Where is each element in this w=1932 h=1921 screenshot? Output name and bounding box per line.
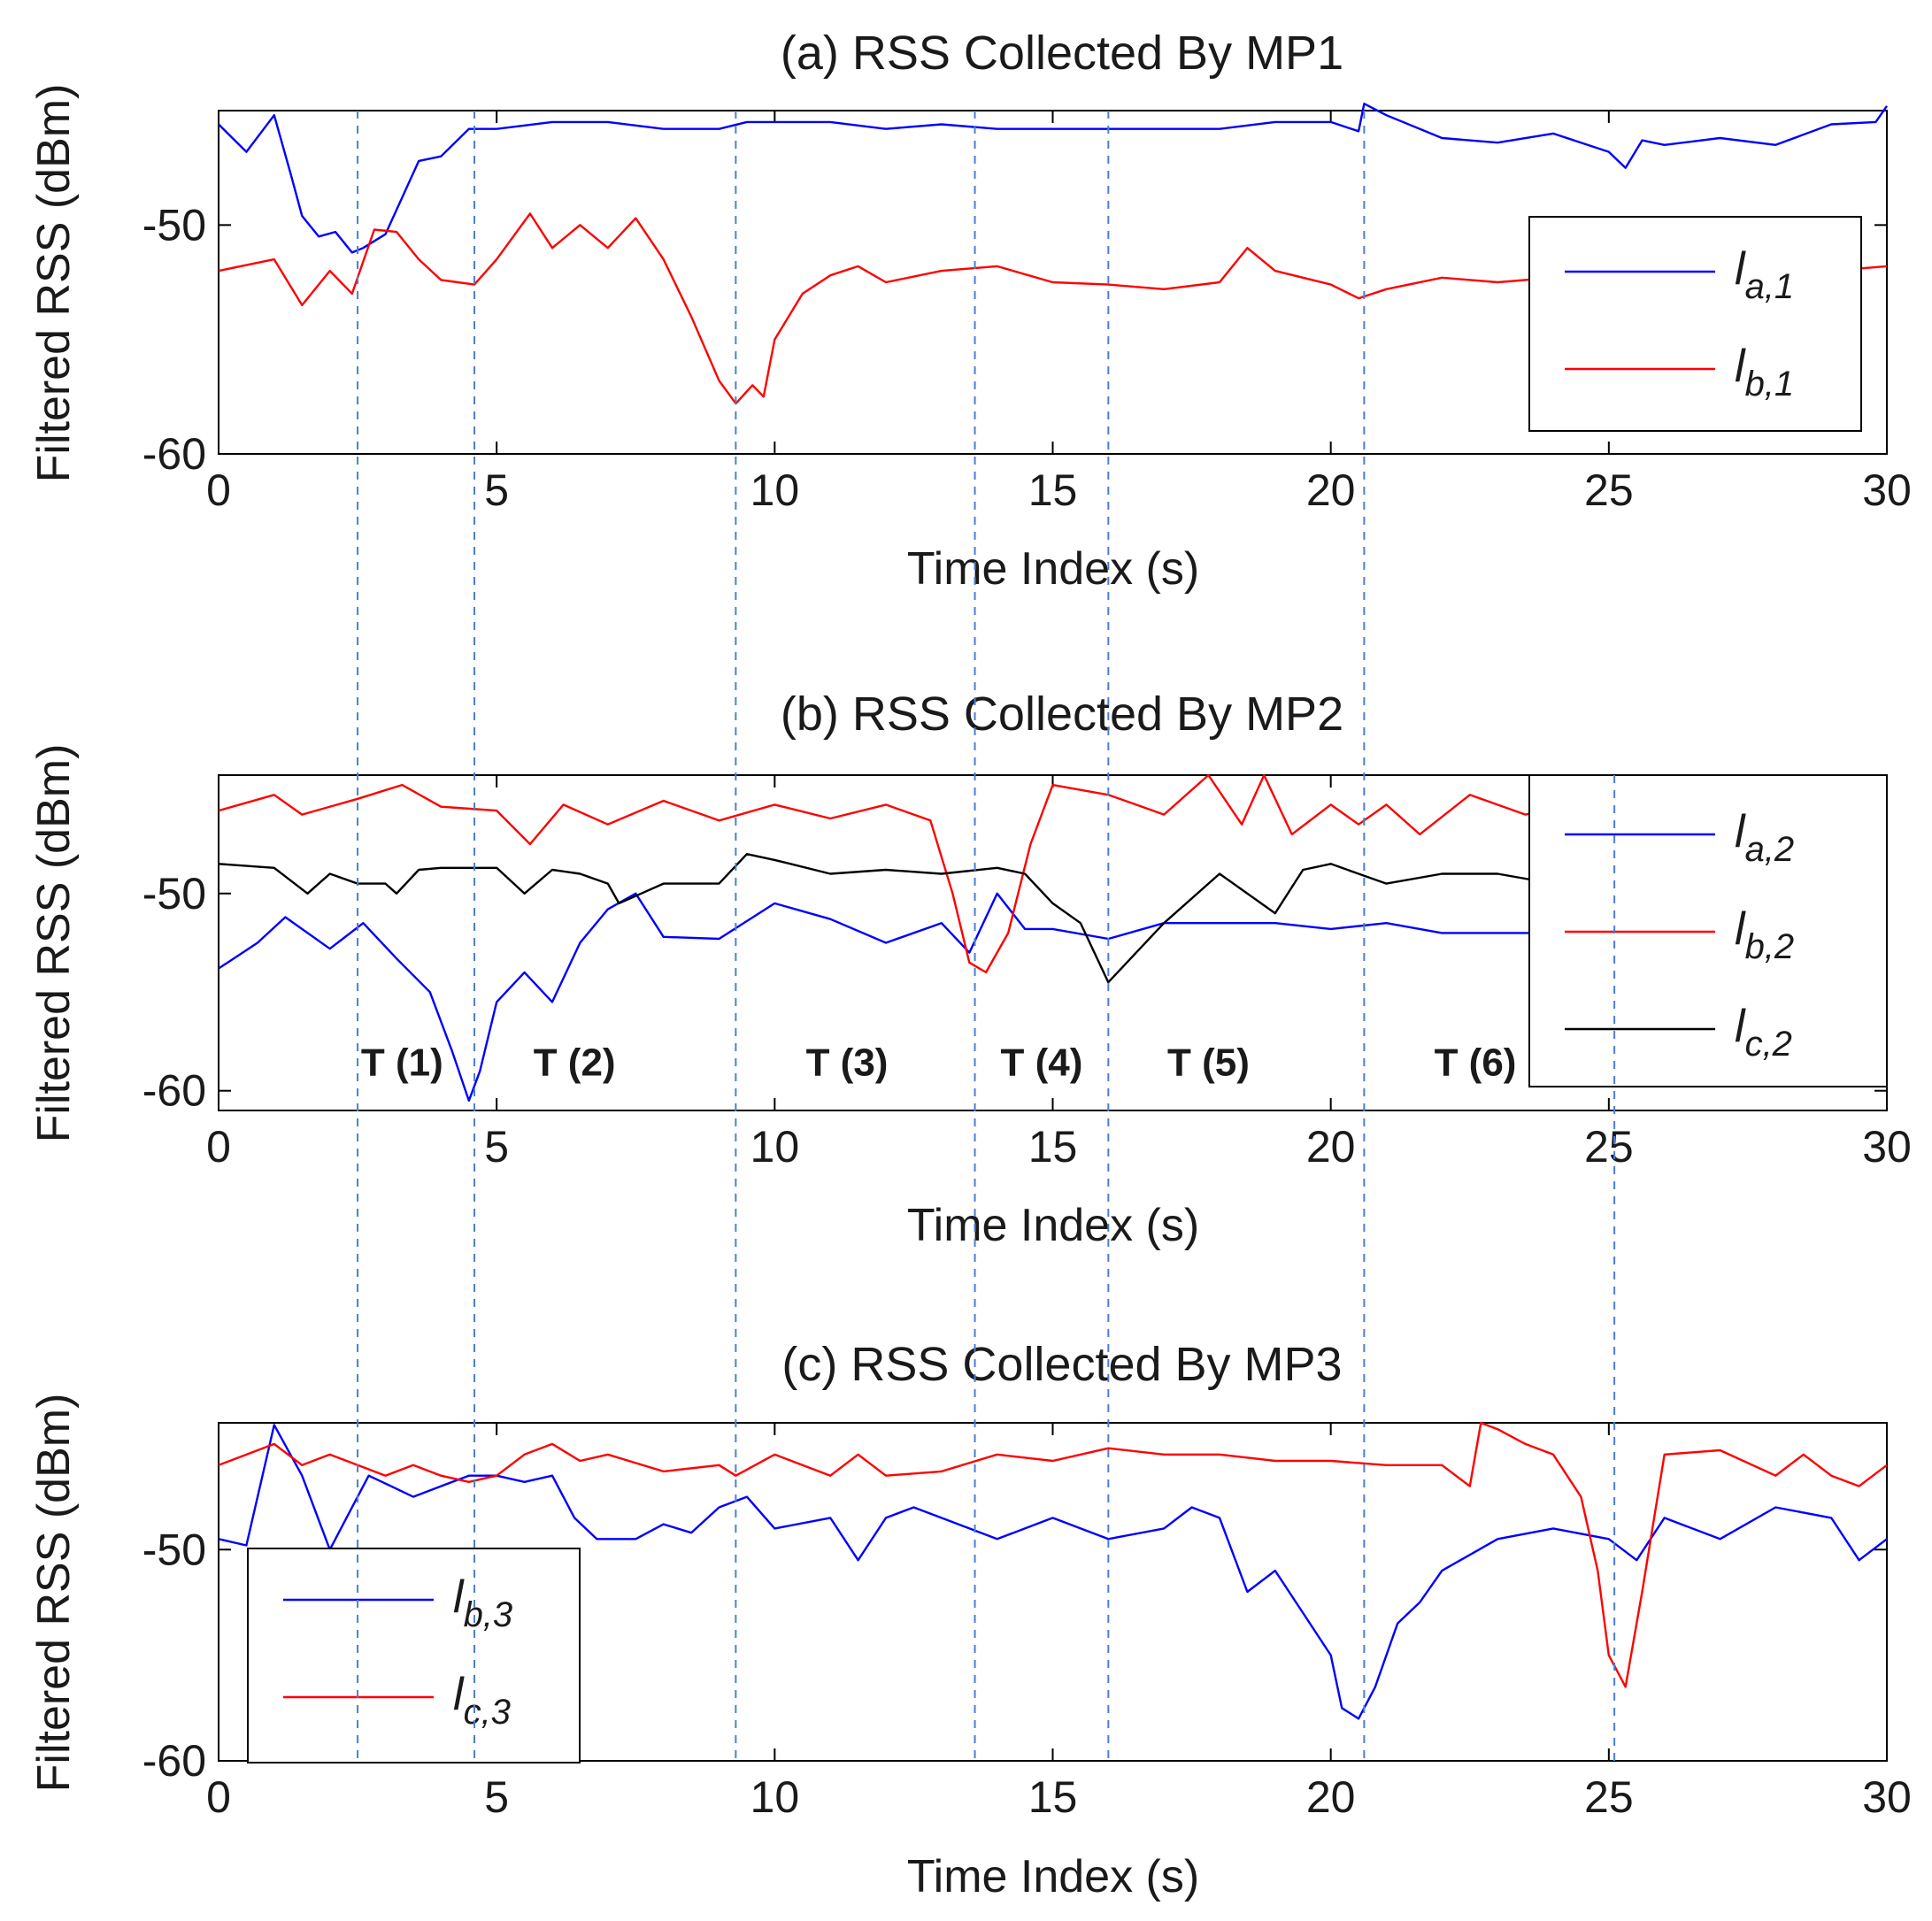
y-axis-label: Filtered RSS (dBm) (28, 84, 80, 483)
legend-label-subscript: a,2 (1745, 830, 1795, 869)
interval-label: T (2) (534, 1041, 616, 1084)
x-tick-label: 0 (206, 1772, 231, 1822)
legend-label: la,1 (1735, 243, 1794, 306)
legend-label: lb,2 (1735, 903, 1794, 966)
chart-title: (a) RSS Collected By MP1 (781, 27, 1343, 80)
legend-label-base: l (453, 1571, 465, 1623)
chart-title: (c) RSS Collected By MP3 (781, 1338, 1342, 1391)
legend-label-subscript: b,1 (1745, 365, 1795, 403)
legend-label: lc,2 (1735, 1001, 1792, 1064)
legend-label-base: l (1735, 341, 1746, 392)
legend-label-base: l (1735, 806, 1746, 857)
y-tick-label: -60 (142, 1066, 206, 1116)
series-line-b-1 (218, 212, 1888, 405)
legend: la,2lb,2lc,2 (1528, 774, 1888, 1087)
legend: lb,3lc,3 (247, 1548, 581, 1763)
y-axis-label: Filtered RSS (dBm) (28, 1394, 80, 1793)
x-tick-label: 15 (1028, 465, 1078, 515)
vertical-guide-lines (357, 111, 1616, 1761)
legend-label-base: l (1735, 243, 1746, 295)
legend-label-subscript: c,3 (464, 1693, 511, 1732)
legend-label: la,2 (1735, 806, 1794, 869)
x-tick-label: 0 (206, 465, 231, 515)
chart-panel-2: (b) RSS Collected By MP2 0 5 10 15 20 25 30 -50 -… (28, 688, 1912, 1251)
y-tick-label: -50 (142, 869, 206, 918)
legend-label: lb,3 (453, 1571, 512, 1634)
interval-label: T (5) (1167, 1041, 1250, 1084)
x-tick-label: 15 (1028, 1772, 1078, 1822)
y-tick-label: -60 (142, 1736, 206, 1786)
x-tick-label: 25 (1584, 465, 1634, 515)
interval-label: T (1) (361, 1041, 443, 1084)
y-tick-label: -60 (142, 429, 206, 479)
x-tick-label: 5 (484, 1122, 509, 1172)
x-tick-label: 15 (1028, 1122, 1078, 1172)
chart-panel-3: (c) RSS Collected By MP3 0 5 10 15 20 25 30 -50 -… (28, 1338, 1912, 1902)
legend-label: lb,1 (1735, 341, 1794, 403)
legend-box (1528, 216, 1862, 432)
interval-label: T (6) (1435, 1041, 1517, 1084)
legend-label-subscript: c,2 (1745, 1025, 1792, 1064)
series-line-c-2 (218, 853, 1888, 984)
x-tick-label: 20 (1306, 1122, 1356, 1172)
legend-label-subscript: b,3 (464, 1595, 513, 1634)
legend-label-base: l (1735, 903, 1746, 955)
y-tick-label: -50 (142, 200, 206, 250)
y-axis-label: Filtered RSS (dBm) (28, 744, 80, 1143)
legend-label-subscript: b,2 (1745, 927, 1795, 966)
x-axis-label: Time Index (s) (907, 1851, 1199, 1902)
series-line-b-3 (218, 1424, 1888, 1720)
legend-label-base: l (1735, 1001, 1746, 1052)
y-tick-label: -50 (142, 1525, 206, 1574)
x-tick-label: 5 (484, 1772, 509, 1822)
interval-label: T (4) (1000, 1041, 1082, 1084)
x-tick-label: 20 (1306, 1772, 1356, 1822)
series-line-c-3 (218, 1421, 1888, 1688)
x-axis-label: Time Index (s) (907, 1200, 1199, 1251)
x-tick-label: 10 (750, 1772, 800, 1822)
legend-box (247, 1548, 581, 1763)
x-tick-label: 30 (1862, 465, 1912, 515)
series-line-a-2 (218, 892, 1888, 1103)
x-tick-label: 30 (1862, 1772, 1912, 1822)
x-tick-label: 5 (484, 465, 509, 515)
legend-label-subscript: a,1 (1745, 267, 1795, 306)
x-tick-label: 0 (206, 1122, 231, 1172)
x-tick-label: 20 (1306, 465, 1356, 515)
x-tick-label: 10 (750, 1122, 800, 1172)
interval-label: T (3) (806, 1041, 889, 1084)
chart-title: (b) RSS Collected By MP2 (781, 688, 1343, 741)
legend-label-base: l (453, 1669, 465, 1720)
x-axis-label: Time Index (s) (907, 543, 1199, 595)
x-tick-label: 30 (1862, 1122, 1912, 1172)
chart-panel-1: (a) RSS Collected By MP1 0 5 10 15 20 25 30 -50 -… (28, 27, 1912, 595)
panels: (a) RSS Collected By MP1 0 5 10 15 20 25 30 -50 -… (28, 27, 1912, 1902)
legend: la,1lb,1 (1528, 216, 1862, 432)
x-tick-label: 10 (750, 465, 800, 515)
x-tick-label: 25 (1584, 1772, 1634, 1822)
legend-label: lc,3 (453, 1669, 511, 1732)
x-tick-label: 25 (1584, 1122, 1634, 1172)
